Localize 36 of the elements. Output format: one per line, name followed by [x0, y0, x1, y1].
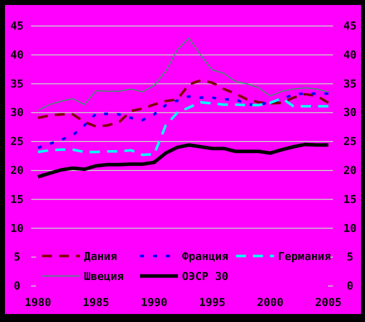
x-tick-label: 1990 [140, 296, 168, 309]
line-series [36, 142, 330, 179]
y2-tick-label: 0 [346, 280, 354, 293]
y-tick-label: 15 [10, 192, 24, 206]
y2-tick-label: 5 [346, 250, 354, 264]
y-tick-label: 5 [14, 250, 20, 264]
x-tick-label: 1995 [198, 296, 226, 309]
y-tick-label: 25 [10, 135, 24, 148]
y2-tick-label: 45 [343, 20, 357, 33]
y-tick-label: 0 [14, 280, 20, 293]
y2-tick-label: 15 [343, 192, 357, 206]
legend-label: ОЭСР 30 [182, 270, 228, 283]
y2-tick-label: 30 [343, 106, 357, 120]
y2-tick-label: 10 [343, 222, 357, 235]
line-series [37, 38, 329, 111]
y-tick-label: 20 [10, 164, 24, 177]
y-tick-label: 45 [10, 20, 24, 33]
x-tick-label: 1985 [82, 296, 110, 309]
y2-tick-label: 40 [343, 48, 357, 62]
legend-label: Дания [84, 250, 118, 263]
line-series [36, 96, 330, 156]
line-series [36, 79, 330, 128]
y-tick-label: 40 [10, 48, 24, 62]
y-tick-label: 10 [10, 222, 24, 235]
x-tick-label: 1980 [24, 296, 52, 309]
y2-tick-label: 35 [343, 77, 357, 90]
y2-tick-label: 20 [343, 164, 357, 177]
line-series [36, 92, 330, 150]
y-tick-label: 30 [10, 106, 24, 120]
legend-label: Германия [278, 250, 331, 263]
y-tick-label: 35 [10, 77, 24, 90]
y2-tick-label: 25 [343, 135, 357, 148]
legend-label: Швеция [84, 270, 124, 283]
x-tick-label: 2000 [257, 296, 284, 309]
legend-label: Франция [182, 250, 228, 263]
x-tick-label: 2005 [315, 296, 342, 309]
